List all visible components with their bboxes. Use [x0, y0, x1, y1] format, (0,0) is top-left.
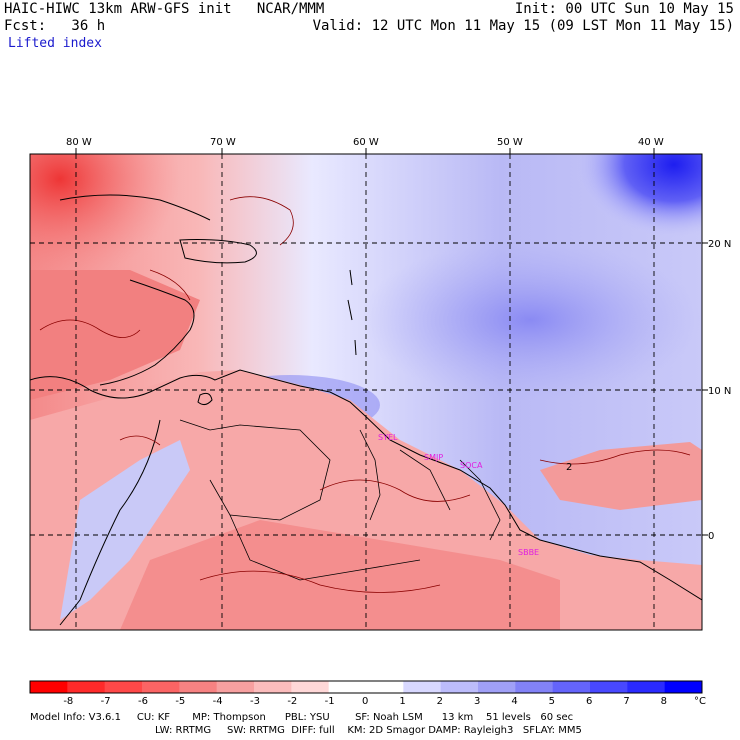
- colorbar-swatch: [664, 681, 703, 693]
- colorbar-tick-label: 5: [549, 696, 555, 707]
- lon-label-50w: 50 W: [497, 137, 523, 148]
- colorbar-tick-label: -7: [101, 696, 111, 707]
- lat-label-20n: 20 N: [708, 239, 731, 250]
- model-title: HAIC-HIWC 13km ARW-GFS init NCAR/MMM: [4, 1, 325, 17]
- valid-time: Valid: 12 UTC Mon 11 May 15 (09 LST Mon …: [312, 18, 734, 34]
- model-info-line1: Model Info: V3.6.1 CU: KF MP: Thompson P…: [30, 712, 574, 723]
- lon-label-70w: 70 W: [210, 137, 236, 148]
- lon-label-40w: 40 W: [638, 137, 664, 148]
- colorbar-tick-label: 4: [511, 696, 517, 707]
- colorbar-tick-label: -1: [325, 696, 335, 707]
- colorbar-swatch: [104, 681, 143, 693]
- country-borders: [179, 419, 501, 581]
- init-time: Init: 00 UTC Sun 10 May 15: [514, 1, 734, 17]
- lat-lon-grid: [30, 154, 702, 630]
- site-sbbe: SBBE: [518, 548, 539, 557]
- colorbar-tick-label: -8: [63, 696, 73, 707]
- colorbar-tick-label: 3: [474, 696, 480, 707]
- contour-value-label: 2: [566, 462, 572, 473]
- colorbar-swatch: [142, 681, 180, 693]
- lon-label-60w: 60 W: [353, 137, 379, 148]
- colorbar-swatch: [179, 681, 218, 693]
- lon-label-80w: 80 W: [66, 137, 92, 148]
- colorbar: -8 -7 -6 -5 -4 -3 -2 -1 0 1 2 3 4 5 6 7 8: [29, 680, 703, 707]
- model-info-line2: LW: RRTMG SW: RRTMG DIFF: full KM: 2D Sm…: [155, 725, 582, 736]
- colorbar-tick-label: 0: [362, 696, 368, 707]
- colorbar-swatch: [67, 681, 106, 693]
- contour-lines: [39, 196, 691, 593]
- colorbar-tick-label: 7: [623, 696, 629, 707]
- colorbar-swatch: [590, 681, 628, 693]
- colorbar-unit: °C: [694, 696, 706, 707]
- coastlines: [30, 194, 702, 626]
- colorbar-tick-label: -6: [138, 696, 148, 707]
- colorbar-swatch: [291, 681, 330, 693]
- colorbar-swatch: [366, 681, 404, 693]
- colorbar-swatch: [254, 681, 292, 693]
- colorbar-swatch: [627, 681, 666, 693]
- colorbar-tick-label: 8: [661, 696, 667, 707]
- colorbar-tick-label: -4: [213, 696, 223, 707]
- colorbar-swatch: [328, 681, 367, 693]
- colorbar-swatch: [515, 681, 554, 693]
- axis-ticks: [75, 148, 708, 536]
- colorbar-tick-label: 1: [399, 696, 405, 707]
- field-name: Lifted index: [8, 36, 102, 51]
- colorbar-swatch: [216, 681, 255, 693]
- colorbar-swatch: [403, 681, 442, 693]
- site-soca: SOCA: [460, 461, 483, 470]
- colorbar-frame: [29, 680, 703, 694]
- colorbar-swatch: [30, 681, 68, 693]
- colorbar-swatch: [552, 681, 591, 693]
- colorbar-tick-label: 2: [437, 696, 443, 707]
- lat-label-0: 0: [708, 531, 714, 542]
- colorbar-tick-label: -2: [287, 696, 297, 707]
- site-smjp: SMJP: [424, 453, 443, 462]
- site-syel: SYEL: [378, 433, 398, 442]
- colorbar-tick-label: -5: [175, 696, 185, 707]
- colorbar-tick-label: -3: [250, 696, 260, 707]
- colorbar-swatch: [478, 681, 516, 693]
- forecast-hour: Fcst: 36 h: [4, 18, 106, 34]
- lat-label-10n: 10 N: [708, 386, 731, 397]
- colorbar-swatch: [440, 681, 479, 693]
- colorbar-tick-label: 6: [586, 696, 592, 707]
